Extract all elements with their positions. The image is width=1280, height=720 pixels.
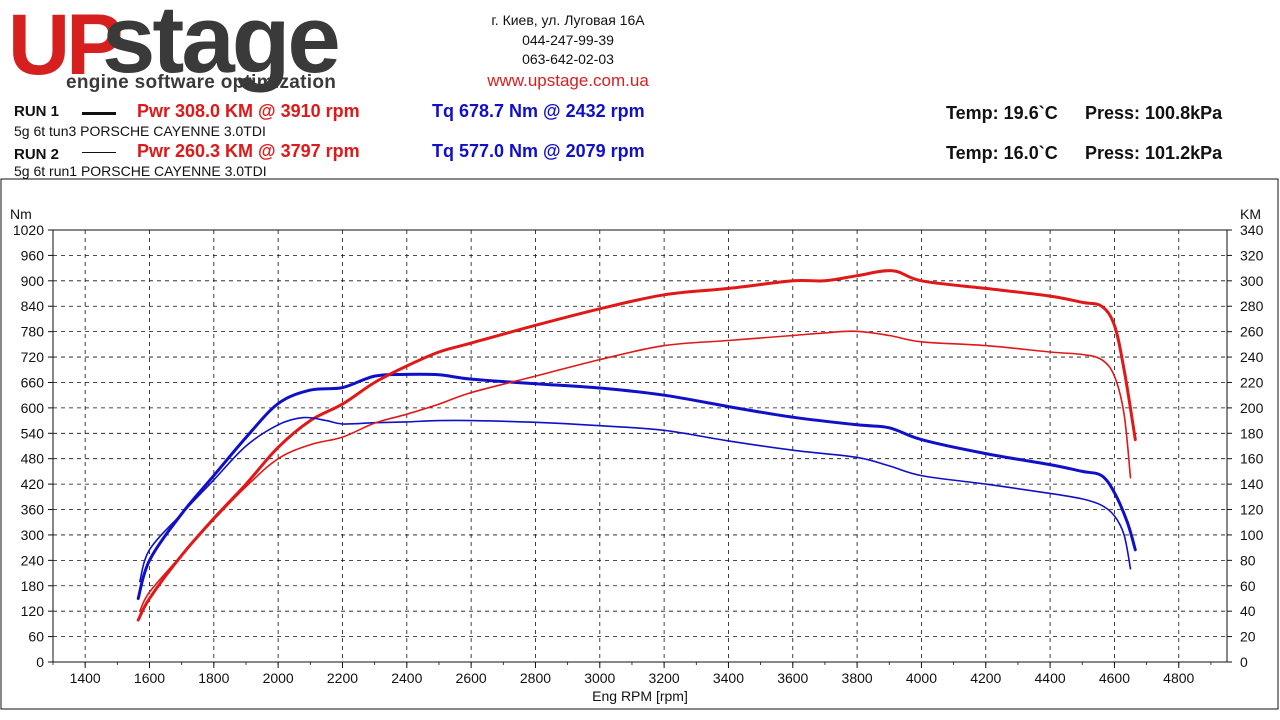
run2-description: 5g 6t run1 PORSCHE CAYENNE 3.0TDI: [14, 163, 267, 179]
y-right-tick-label: 180: [1240, 425, 1264, 441]
y-left-tick-label: 600: [21, 400, 45, 416]
y-right-tick-label: 280: [1240, 298, 1264, 314]
x-tick-label: 4800: [1163, 670, 1194, 686]
x-tick-label: 3000: [584, 670, 615, 686]
y-axis-right-label: KM: [1240, 206, 1261, 222]
logo-tagline: engine software optimization: [66, 72, 337, 93]
run2-legend-line: [82, 152, 116, 153]
y-left-tick-label: 180: [21, 578, 45, 594]
run2-label: RUN 2: [14, 146, 60, 163]
y-left-tick-label: 960: [21, 247, 45, 263]
run2-temp: Temp: 16.0`C: [946, 143, 1058, 163]
x-tick-label: 4200: [970, 670, 1001, 686]
run-1-power-line: [136, 269, 1137, 622]
y-left-tick-label: 420: [21, 476, 45, 492]
phone-1: 044-247-99-39: [522, 32, 614, 48]
chart-series: [136, 269, 1137, 622]
run1-temp: Temp: 19.6`C: [946, 103, 1058, 123]
x-tick-label: 2800: [520, 670, 551, 686]
run2-torque: Tq 577.0 Nm @ 2079 rpm: [432, 141, 645, 161]
y-right-tick-label: 160: [1240, 451, 1264, 467]
chart-grid: [52, 229, 1228, 663]
y-axis-left-label: Nm: [10, 206, 32, 222]
y-left-tick-label: 240: [21, 552, 45, 568]
chart-ticks: 1400 1600 1800 2000 2200 2400 2600 2800 3000 3200…: [13, 222, 1264, 686]
run-2-torque-line: [139, 416, 1132, 583]
y-right-tick-label: 340: [1240, 222, 1264, 238]
run1-torque: Tq 678.7 Nm @ 2432 rpm: [432, 101, 645, 121]
y-left-tick-label: 480: [21, 451, 45, 467]
y-right-tick-label: 40: [1240, 603, 1256, 619]
plot-area: [52, 229, 1228, 663]
y-right-tick-label: 120: [1240, 502, 1264, 518]
address: г. Киев, ул. Луговая 16А: [491, 12, 645, 28]
y-right-tick-label: 140: [1240, 476, 1264, 492]
x-tick-label: 4600: [1099, 670, 1130, 686]
x-tick-label: 1400: [70, 670, 101, 686]
run2-power: Pwr 260.3 KM @ 3797 rpm: [137, 141, 360, 161]
x-tick-label: 3800: [842, 670, 873, 686]
y-left-tick-label: 660: [21, 374, 45, 390]
y-right-tick-label: 20: [1240, 629, 1256, 645]
y-left-tick-label: 120: [21, 603, 45, 619]
x-tick-label: 2000: [263, 670, 294, 686]
y-left-tick-label: 720: [21, 349, 45, 365]
run-2-power-line: [139, 330, 1132, 612]
x-tick-label: 2400: [391, 670, 422, 686]
y-left-tick-label: 840: [21, 298, 45, 314]
y-right-tick-label: 0: [1240, 654, 1248, 670]
x-tick-label: 1600: [134, 670, 165, 686]
y-left-tick-label: 900: [21, 273, 45, 289]
x-tick-label: 3200: [649, 670, 680, 686]
y-left-tick-label: 60: [28, 629, 44, 645]
x-tick-label: 2600: [456, 670, 487, 686]
y-right-tick-label: 320: [1240, 247, 1264, 263]
x-tick-label: 3400: [713, 670, 744, 686]
logo-up: UP: [8, 0, 123, 93]
run2-press: Press: 101.2kPa: [1085, 143, 1223, 163]
y-left-tick-label: 300: [21, 527, 45, 543]
logo-stage: stage: [102, 0, 341, 93]
run1-description: 5g 6t tun3 PORSCHE CAYENNE 3.0TDI: [14, 123, 266, 139]
run-1-torque-line: [136, 372, 1137, 600]
x-tick-label: 1800: [198, 670, 229, 686]
run1-press: Press: 100.8kPa: [1085, 103, 1223, 123]
y-left-tick-label: 360: [21, 502, 45, 518]
y-right-tick-label: 200: [1240, 400, 1264, 416]
y-left-tick-label: 540: [21, 425, 45, 441]
y-left-tick-label: 0: [36, 654, 44, 670]
y-right-tick-label: 240: [1240, 349, 1264, 365]
website-link[interactable]: www.upstage.com.ua: [487, 71, 649, 90]
y-right-tick-label: 100: [1240, 527, 1264, 543]
run1-legend-line: [82, 112, 116, 115]
y-right-tick-label: 80: [1240, 552, 1256, 568]
x-tick-label: 3600: [777, 670, 808, 686]
x-tick-label: 4400: [1035, 670, 1066, 686]
y-left-tick-label: 1020: [13, 222, 44, 238]
x-axis-label: Eng RPM [rpm]: [592, 688, 688, 704]
chart-frame: [0, 178, 1279, 710]
x-tick-label: 4000: [906, 670, 937, 686]
y-right-tick-label: 300: [1240, 273, 1264, 289]
run1-label: RUN 1: [14, 103, 60, 120]
y-right-tick-label: 260: [1240, 324, 1264, 340]
y-right-tick-label: 220: [1240, 374, 1264, 390]
phone-2: 063-642-02-03: [522, 51, 614, 67]
x-tick-label: 2200: [327, 670, 358, 686]
dyno-chart: 1400 1600 1800 2000 2200 2400 2600 2800 3000 3200…: [0, 178, 1279, 710]
y-left-tick-label: 780: [21, 324, 45, 340]
y-right-tick-label: 60: [1240, 578, 1256, 594]
run1-power: Pwr 308.0 KM @ 3910 rpm: [137, 101, 360, 121]
